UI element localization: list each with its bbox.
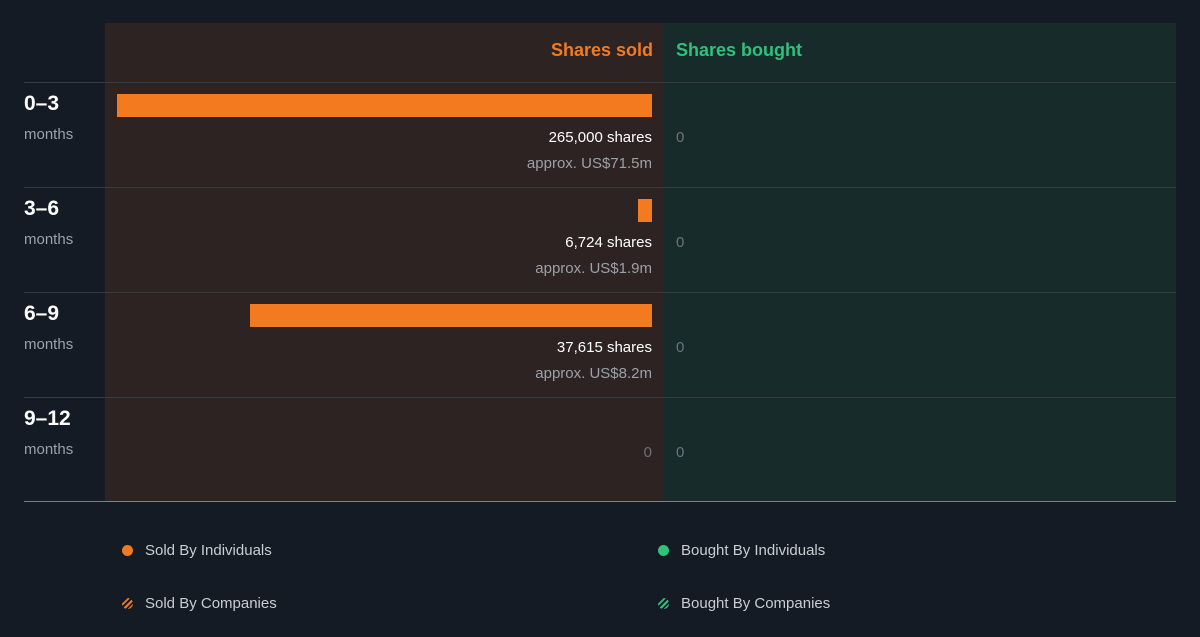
shares-bought-value: 0	[676, 339, 685, 356]
shares-bought-header: Shares bought	[676, 40, 803, 60]
dot-icon	[122, 545, 133, 556]
hatched-dot-icon	[658, 598, 669, 609]
row-divider	[24, 397, 1176, 398]
shares-sold-value: 37,615 shares	[556, 339, 652, 356]
approx-value: approx. US$1.9m	[535, 260, 652, 277]
shares-sold-value: 0	[643, 444, 652, 461]
shares-sold-header: Shares sold	[550, 40, 653, 60]
period-label: 3–6	[24, 197, 60, 220]
row-divider	[24, 292, 1176, 293]
approx-value: approx. US$71.5m	[526, 155, 652, 172]
period-unit: months	[24, 336, 74, 353]
shares-bought-value: 0	[676, 129, 685, 146]
sold-bar	[638, 199, 652, 222]
approx-value: approx. US$8.2m	[535, 365, 652, 382]
legend-sold-individuals[interactable]: Sold By Individuals	[122, 542, 272, 559]
legend-label: Bought By Individuals	[681, 542, 826, 559]
row-divider	[24, 187, 1176, 188]
baseline-axis	[24, 501, 1176, 502]
legend-label: Sold By Individuals	[145, 542, 272, 559]
sold-bar	[117, 94, 652, 117]
bought-panel	[663, 23, 1176, 501]
legend-sold-companies[interactable]: Sold By Companies	[122, 595, 277, 612]
period-unit: months	[24, 231, 74, 248]
period-label: 6–9	[24, 302, 60, 325]
sold-bar	[250, 304, 652, 327]
dot-icon	[658, 545, 669, 556]
shares-sold-value: 265,000 shares	[548, 129, 652, 146]
period-label: 9–12	[24, 407, 71, 430]
shares-bought-value: 0	[676, 444, 685, 461]
legend-label: Bought By Companies	[681, 595, 831, 612]
shares-sold-value: 6,724 shares	[565, 234, 652, 251]
legend-bought-individuals[interactable]: Bought By Individuals	[658, 542, 825, 559]
shares-bought-value: 0	[676, 234, 685, 251]
period-unit: months	[24, 441, 74, 458]
legend-bought-companies[interactable]: Bought By Companies	[658, 595, 830, 612]
hatched-dot-icon	[122, 598, 133, 609]
period-unit: months	[24, 126, 74, 143]
legend-label: Sold By Companies	[145, 595, 277, 612]
row-divider	[24, 82, 1176, 83]
period-label: 0–3	[24, 92, 60, 115]
